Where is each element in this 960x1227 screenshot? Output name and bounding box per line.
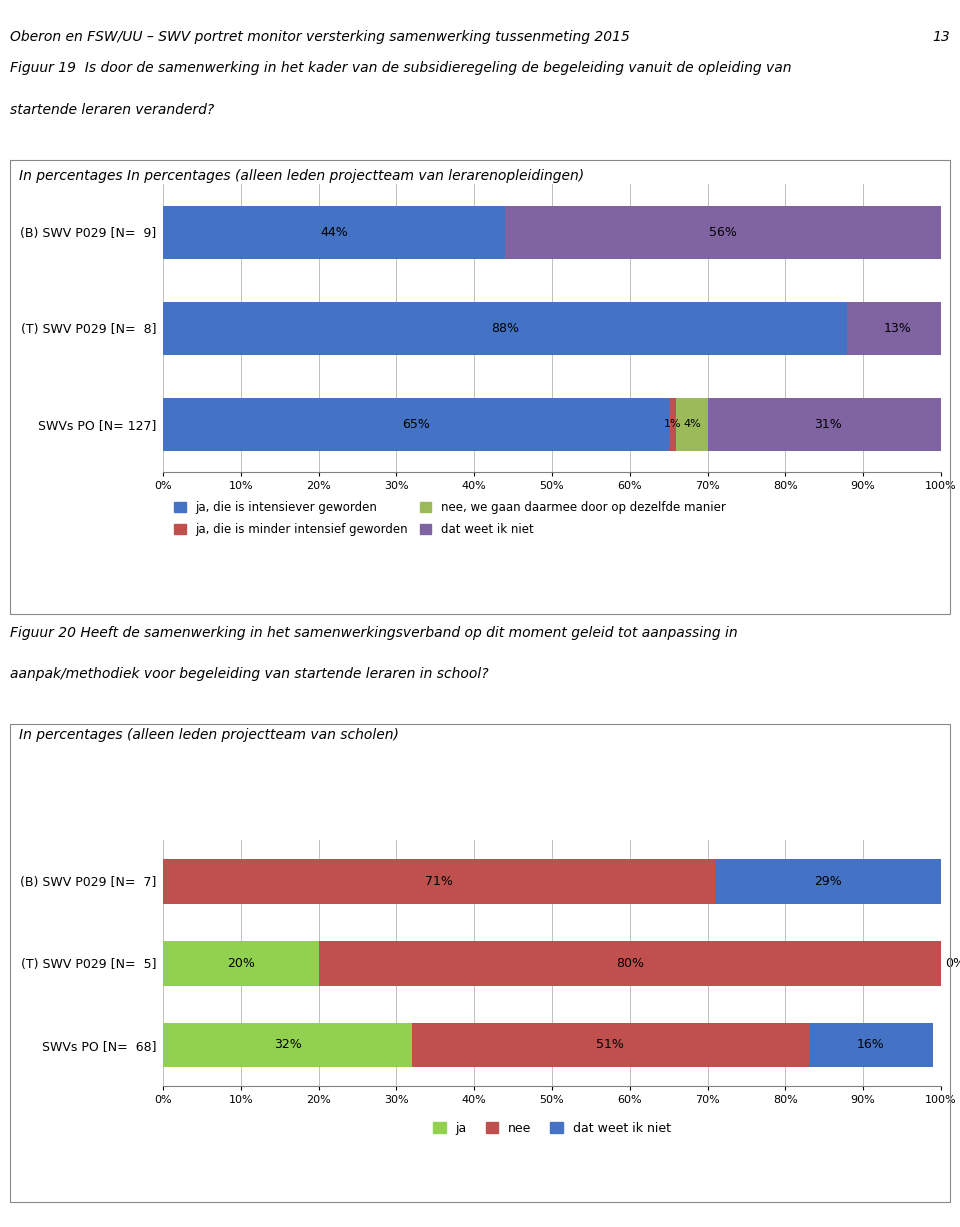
Text: 31%: 31% (814, 418, 842, 431)
Bar (163, 398, 668, 450)
Text: 71%: 71% (425, 875, 453, 888)
Bar (808, 1022, 933, 1067)
Text: In percentages (alleen leden projectteam van scholen): In percentages (alleen leden projectteam… (19, 729, 399, 742)
Bar (163, 206, 505, 259)
Bar (412, 1022, 808, 1067)
Text: 88%: 88% (492, 321, 519, 335)
Text: 20%: 20% (227, 957, 255, 969)
Legend: ja, nee, dat weet ik niet: ja, nee, dat weet ik niet (428, 1117, 676, 1140)
Text: In percentages In percentages (alleen leden projectteam van lerarenopleidingen): In percentages In percentages (alleen le… (19, 169, 584, 183)
Text: 0%: 0% (945, 957, 960, 969)
Bar (668, 398, 677, 450)
Text: 32%: 32% (274, 1038, 301, 1052)
Text: Oberon en FSW/UU – SWV portret monitor versterking samenwerking tussenmeting 201: Oberon en FSW/UU – SWV portret monitor v… (10, 29, 630, 44)
Bar (163, 859, 715, 904)
Bar (163, 1022, 412, 1067)
Text: 4%: 4% (684, 420, 701, 429)
Text: aanpak/methodiek voor begeleiding van startende leraren in school?: aanpak/methodiek voor begeleiding van st… (10, 667, 489, 681)
Text: Figuur 20 Heeft de samenwerking in het samenwerkingsverband op dit moment geleid: Figuur 20 Heeft de samenwerking in het s… (10, 626, 737, 639)
Text: 44%: 44% (321, 226, 348, 238)
Bar (505, 206, 941, 259)
Text: Figuur 19  Is door de samenwerking in het kader van de subsidieregeling de begel: Figuur 19 Is door de samenwerking in het… (10, 61, 791, 75)
Text: 80%: 80% (615, 957, 644, 969)
Text: startende leraren veranderd?: startende leraren veranderd? (10, 103, 214, 117)
Text: 29%: 29% (814, 875, 842, 888)
Bar (677, 398, 708, 450)
Bar (163, 302, 848, 355)
Text: 13%: 13% (884, 321, 912, 335)
Text: 65%: 65% (402, 418, 430, 431)
Bar (715, 859, 941, 904)
Bar (163, 941, 319, 985)
Text: 13: 13 (933, 29, 950, 44)
Bar (848, 302, 948, 355)
Bar (319, 941, 941, 985)
Bar (708, 398, 948, 450)
Text: 51%: 51% (596, 1038, 624, 1052)
Legend: ja, die is intensiever geworden, ja, die is minder intensief geworden, nee, we g: ja, die is intensiever geworden, ja, die… (169, 497, 731, 540)
Text: 16%: 16% (857, 1038, 885, 1052)
Text: 56%: 56% (709, 226, 737, 238)
Text: 1%: 1% (663, 420, 682, 429)
